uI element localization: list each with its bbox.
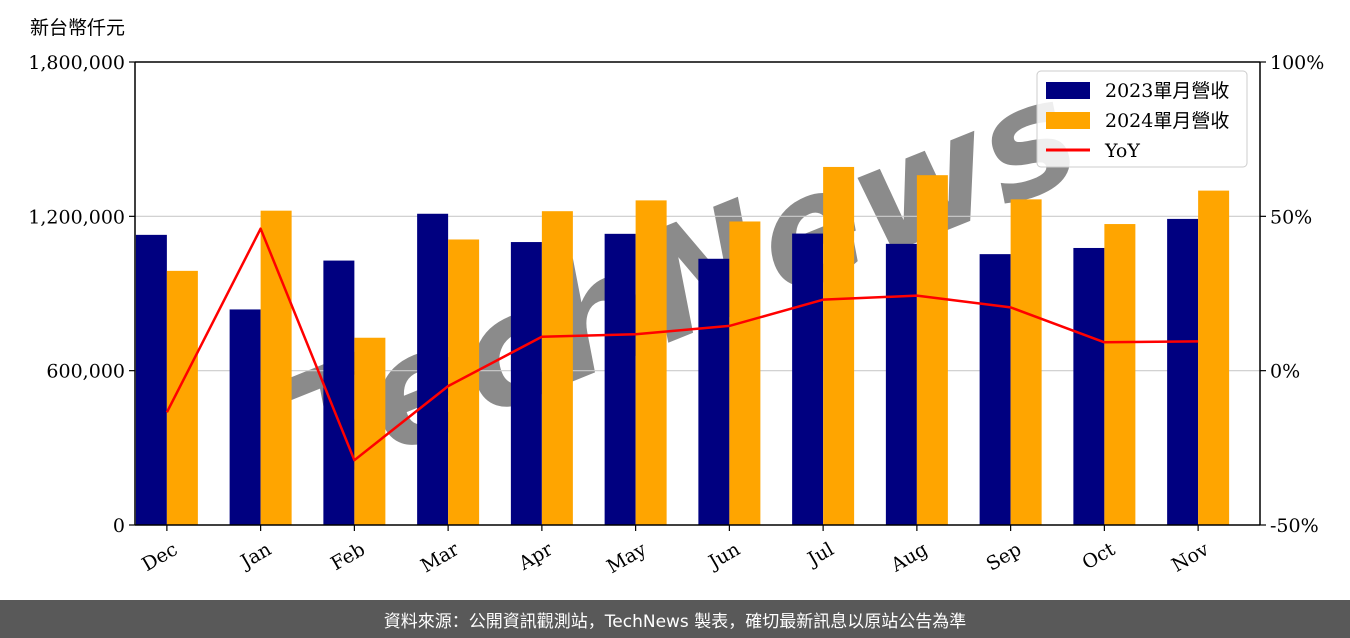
bar-2024-dec xyxy=(166,270,198,525)
bar-2024-may xyxy=(635,200,667,525)
bar-2023-aug xyxy=(885,243,917,525)
yoy-line xyxy=(165,227,1199,462)
x-tick-label-feb: Feb xyxy=(327,538,369,575)
y-right-tick-label: 0% xyxy=(1270,361,1300,383)
bar-2024-oct xyxy=(1104,224,1136,526)
bar-2023-oct xyxy=(1073,247,1105,525)
bars xyxy=(135,166,1230,526)
legend: 2023單月營收 2024單月營收 YoY xyxy=(1036,70,1248,168)
y-right-tick-label: -50% xyxy=(1270,515,1319,537)
bar-2024-jan xyxy=(260,210,292,525)
bar-2023-jul xyxy=(792,233,824,526)
x-tick-label-jul: Jul xyxy=(802,538,837,571)
source-text: 資料來源：公開資訊觀測站，TechNews 製表，確切最新訊息以原站公告為準 xyxy=(383,611,967,632)
bar-2024-jun xyxy=(729,221,761,525)
bar-2024-jul xyxy=(823,166,855,526)
gridlines xyxy=(135,215,1260,372)
bar-2023-mar xyxy=(417,213,449,525)
x-tick-label-sep: Sep xyxy=(983,538,1026,575)
legend-label-0: 2023單月營收 xyxy=(1105,80,1229,102)
y-left-tick-label: 0 xyxy=(113,515,125,537)
yoy-series-line xyxy=(165,227,1199,462)
bar-2023-dec xyxy=(135,234,167,525)
x-tick-label-aug: Aug xyxy=(886,538,931,577)
legend-label-2: YoY xyxy=(1104,140,1140,162)
legend-label-1: 2024單月營收 xyxy=(1105,110,1229,132)
x-tick-label-jun: Jun xyxy=(703,538,744,574)
x-tick-label-may: May xyxy=(603,538,650,578)
x-tick-label-jan: Jan xyxy=(235,538,275,574)
bar-2023-feb xyxy=(323,260,355,525)
watermark: TechNews xyxy=(261,46,1101,520)
y-left-tick-label: 1,800,000 xyxy=(28,52,125,74)
x-tick-label-mar: Mar xyxy=(417,538,463,577)
bar-2024-feb xyxy=(354,337,386,525)
y-right-tick-label: 50% xyxy=(1270,206,1312,228)
bar-2024-aug xyxy=(916,175,948,525)
bar-2023-sep xyxy=(979,254,1011,525)
bar-2024-apr xyxy=(541,211,573,525)
y-axis-unit-label: 新台幣仟元 xyxy=(30,17,125,39)
x-tick-label-oct: Oct xyxy=(1079,538,1120,574)
bar-2023-jun xyxy=(698,258,730,525)
y-right-tick-label: 100% xyxy=(1270,52,1324,74)
x-tick-label-nov: Nov xyxy=(1168,538,1213,577)
y-left-tick-label: 600,000 xyxy=(46,361,125,383)
bar-2023-apr xyxy=(510,242,542,526)
x-tick-label-apr: Apr xyxy=(514,538,557,575)
legend-swatch-1 xyxy=(1046,112,1090,129)
bar-2024-sep xyxy=(1010,199,1042,525)
bar-2023-jan xyxy=(229,309,261,525)
bar-2023-nov xyxy=(1167,218,1199,525)
source-footer: 資料來源：公開資訊觀測站，TechNews 製表，確切最新訊息以原站公告為準 xyxy=(0,600,1350,638)
revenue-chart: TechNews 0 600,000 1,200,000 1,800,000 -50% 0… xyxy=(28,17,1324,578)
x-tick-label-dec: Dec xyxy=(138,538,181,576)
watermark-text: TechNews xyxy=(261,46,1101,520)
legend-swatch-0 xyxy=(1046,82,1090,99)
bar-2023-may xyxy=(604,233,636,525)
y-left-tick-label: 1,200,000 xyxy=(28,206,125,228)
bar-2024-nov xyxy=(1198,190,1230,525)
